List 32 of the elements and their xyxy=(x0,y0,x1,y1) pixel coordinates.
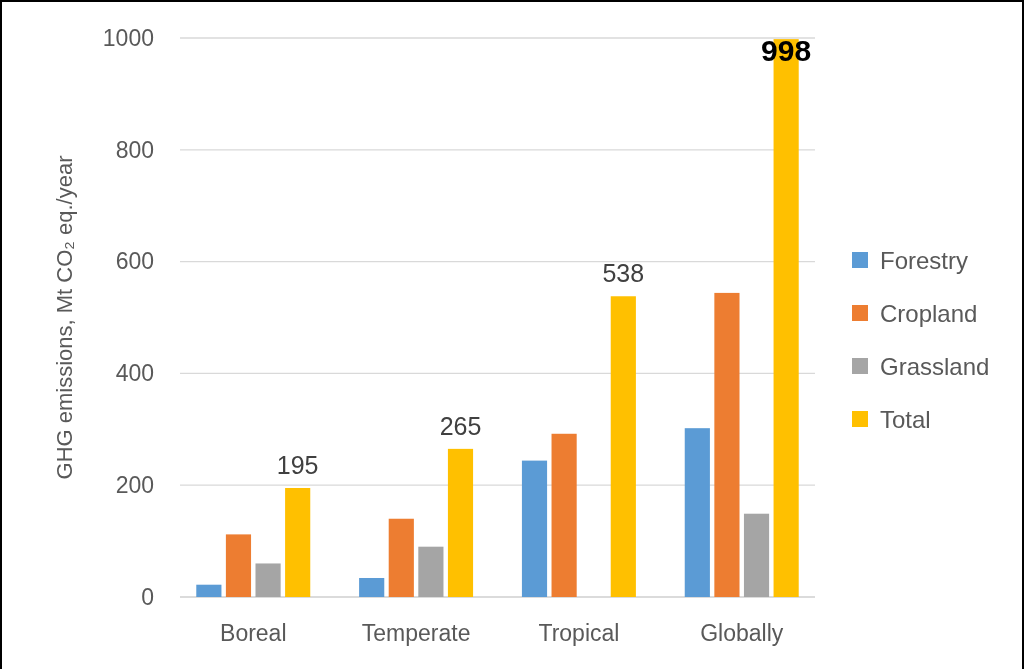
bar xyxy=(551,433,577,597)
y-tick-label: 200 xyxy=(115,472,154,499)
data-label: 538 xyxy=(602,259,645,288)
bar xyxy=(714,292,740,597)
bar xyxy=(447,448,474,597)
bar xyxy=(255,563,281,597)
data-label: 195 xyxy=(276,450,319,479)
legend-label: Cropland xyxy=(880,300,978,327)
y-tick-label: 600 xyxy=(115,248,154,275)
x-tick-label: Boreal xyxy=(220,620,287,647)
bar xyxy=(743,513,770,597)
y-axis-title: GHG emissions, Mt CO₂ eq./year xyxy=(52,155,77,480)
bar xyxy=(684,428,710,597)
bar xyxy=(610,296,636,597)
y-tick-label: 1000 xyxy=(102,24,154,51)
bar xyxy=(418,546,444,597)
bar xyxy=(359,577,385,597)
bar xyxy=(285,488,311,597)
data-label: 265 xyxy=(439,411,482,440)
bar xyxy=(521,460,548,597)
bar xyxy=(388,518,414,597)
x-tick-label: Tropical xyxy=(538,620,620,647)
legend-label: Total xyxy=(880,406,931,433)
x-tick-label: Globally xyxy=(700,620,784,647)
y-tick-label: 0 xyxy=(141,583,154,610)
bar xyxy=(196,584,222,597)
y-tick-label: 400 xyxy=(115,360,154,387)
legend-label: Forestry xyxy=(880,247,969,274)
x-tick-label: Temperate xyxy=(361,620,471,647)
bar xyxy=(225,534,252,597)
legend-label: Grassland xyxy=(880,353,990,380)
y-tick-label: 800 xyxy=(115,136,154,163)
